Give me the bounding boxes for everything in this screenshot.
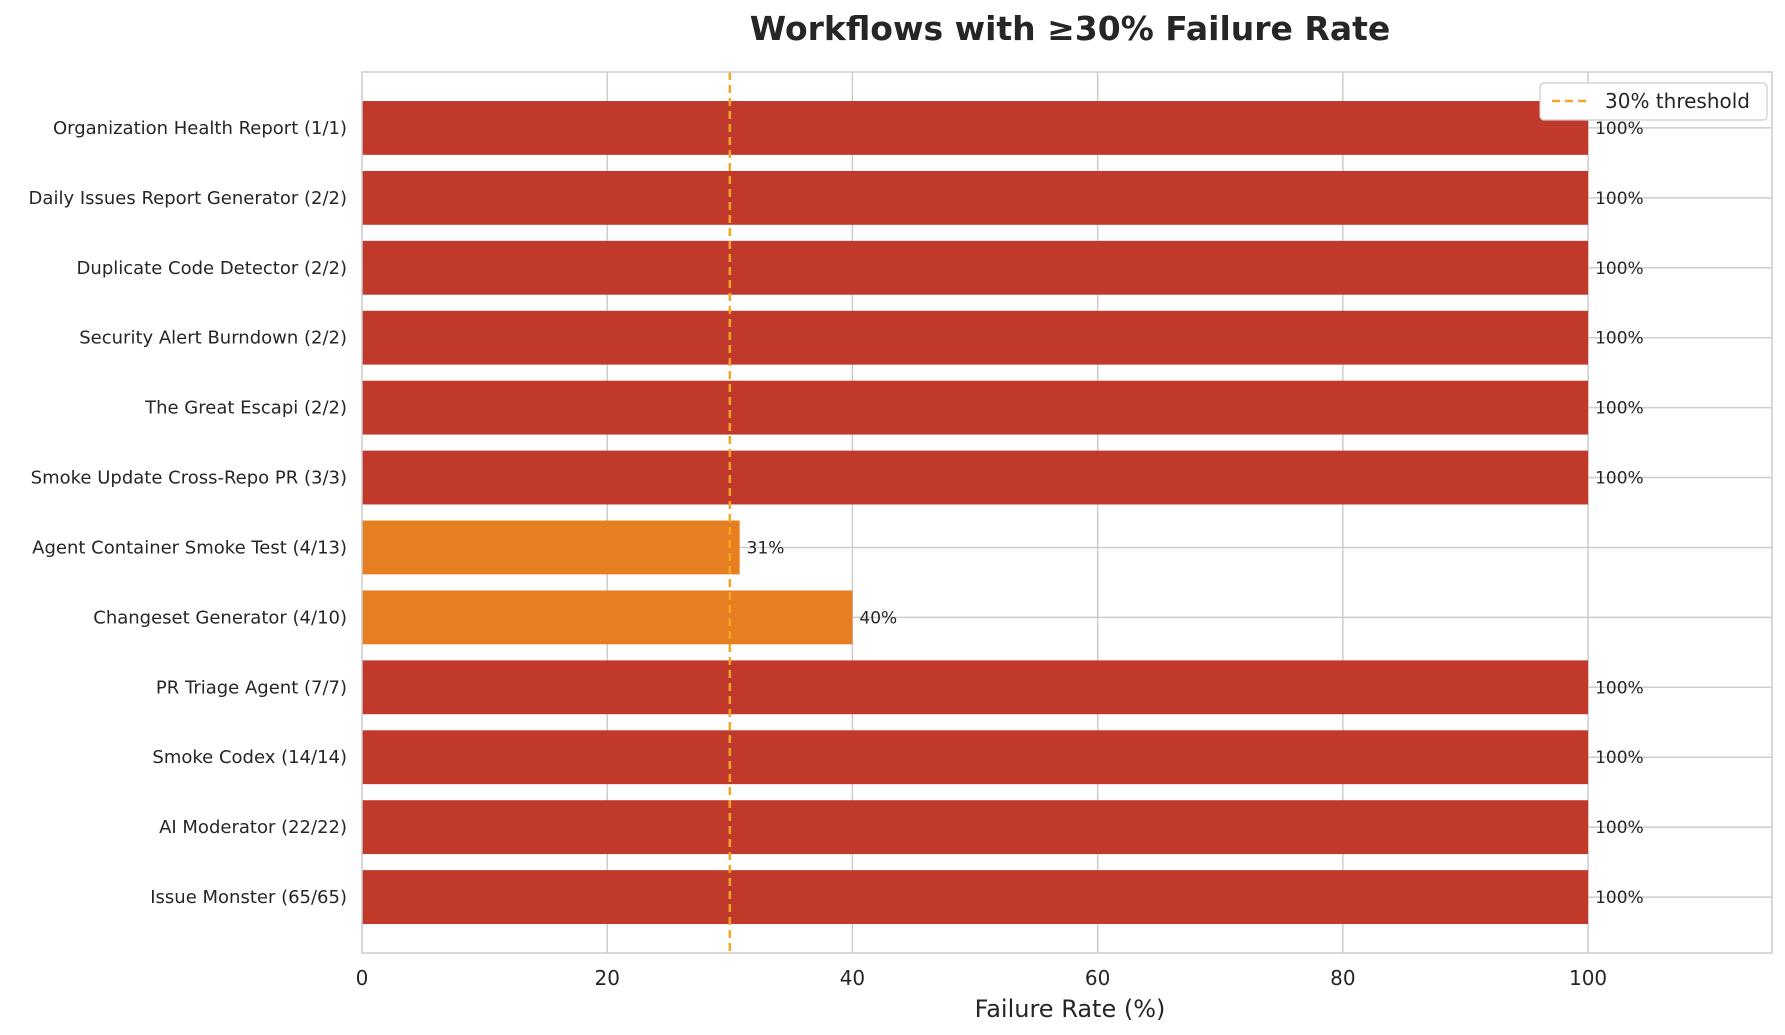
x-tick-label: 60 xyxy=(1085,966,1110,990)
value-label: 100% xyxy=(1595,189,1644,209)
plot-frame xyxy=(361,71,1773,954)
value-label: 100% xyxy=(1595,399,1644,419)
bar xyxy=(362,380,1589,435)
legend: 30% threshold xyxy=(1539,82,1768,121)
value-label: 100% xyxy=(1595,678,1644,698)
x-axis-label: Failure Rate (%) xyxy=(975,995,1166,1023)
bar xyxy=(362,170,1589,225)
category-label: Issue Monster (65/65) xyxy=(150,887,347,908)
category-labels: Organization Health Report (1/1) Daily Is… xyxy=(29,118,347,908)
value-label: 31% xyxy=(747,538,785,558)
category-label: Organization Health Report (1/1) xyxy=(53,118,347,139)
value-label: 100% xyxy=(1595,329,1644,349)
bar xyxy=(362,101,1589,155)
bar xyxy=(362,520,740,575)
x-tick-label: 80 xyxy=(1330,966,1355,990)
category-label: Daily Issues Report Generator (2/2) xyxy=(29,188,347,209)
bar xyxy=(362,240,1589,295)
category-label: Changeset Generator (4/10) xyxy=(93,607,347,628)
category-label: Security Alert Burndown (2/2) xyxy=(79,328,347,349)
x-tick-label: 20 xyxy=(594,966,619,990)
category-label: AI Moderator (22/22) xyxy=(159,817,347,838)
value-label: 100% xyxy=(1595,888,1644,908)
category-label: Smoke Update Cross-Repo PR (3/3) xyxy=(31,468,347,489)
category-label: Agent Container Smoke Test (4/13) xyxy=(32,537,347,558)
value-label: 100% xyxy=(1595,469,1644,489)
bar xyxy=(362,310,1589,365)
bar xyxy=(362,590,853,645)
category-label: PR Triage Agent (7/7) xyxy=(156,677,347,698)
x-tick-label: 40 xyxy=(840,966,865,990)
bar xyxy=(362,450,1589,505)
legend-box xyxy=(1539,82,1768,121)
x-tick-labels: 0 20 40 60 80 100 xyxy=(356,966,1608,990)
category-label: The Great Escapi (2/2) xyxy=(144,398,347,419)
x-tick-label: 100 xyxy=(1569,966,1607,990)
legend-threshold-label: 30% threshold xyxy=(1605,89,1750,113)
value-label: 100% xyxy=(1595,818,1644,838)
value-labels: 100% 100% 100% 100% 100% 100% 31% 40% 100% 100% 10… xyxy=(747,119,1644,908)
bar xyxy=(362,800,1589,855)
chart-title: Workflows with ≥30% Failure Rate xyxy=(750,9,1391,48)
bar xyxy=(362,660,1589,715)
bars xyxy=(362,101,1589,924)
bar xyxy=(362,870,1589,924)
category-label: Duplicate Code Detector (2/2) xyxy=(77,258,347,279)
x-tick-label: 0 xyxy=(356,966,369,990)
value-label: 100% xyxy=(1595,259,1644,279)
category-label: Smoke Codex (14/14) xyxy=(152,747,347,768)
value-label: 100% xyxy=(1595,119,1644,139)
bar xyxy=(362,730,1589,785)
value-label: 100% xyxy=(1595,748,1644,768)
value-label: 40% xyxy=(859,608,897,628)
